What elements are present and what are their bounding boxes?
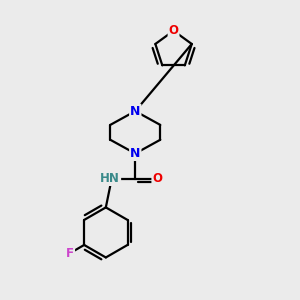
Text: N: N bbox=[130, 105, 140, 118]
Text: N: N bbox=[130, 147, 140, 160]
Text: O: O bbox=[169, 24, 178, 37]
Text: O: O bbox=[152, 172, 162, 185]
Text: HN: HN bbox=[100, 172, 120, 185]
Text: F: F bbox=[66, 247, 74, 260]
